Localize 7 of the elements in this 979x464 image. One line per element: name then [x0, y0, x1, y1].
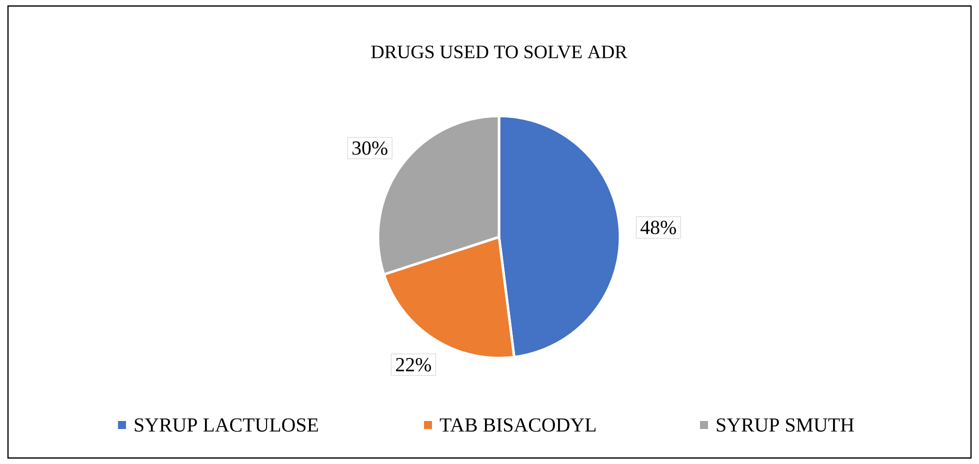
legend-label: SYRUP SMUTH: [716, 418, 854, 432]
data-label: 22%: [396, 358, 431, 372]
legend-label: TAB BISACODYL: [440, 418, 596, 432]
data-label: 48%: [640, 220, 676, 234]
data-label: 30%: [352, 141, 388, 155]
chart-title: DRUGS USED TO SOLVE ADR: [371, 46, 628, 58]
legend-label: SYRUP LACTULOSE: [134, 418, 318, 432]
